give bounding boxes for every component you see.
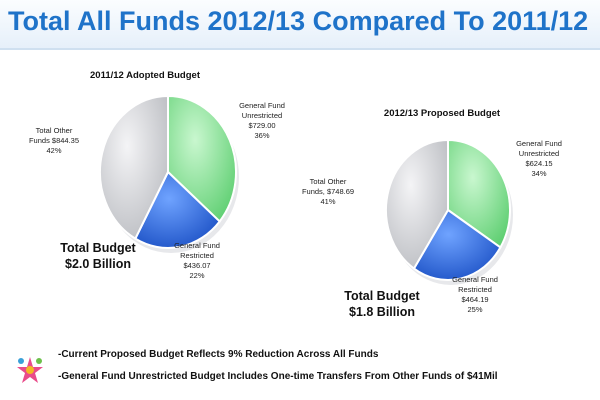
slice-label: General Fund Unrestricted $729.00 36%: [239, 101, 285, 140]
pie-slice-restricted: [412, 208, 502, 281]
total-budget-2012-13: Total Budget $1.8 Billion: [322, 288, 442, 320]
pie-title: 2012/13 Proposed Budget: [384, 108, 501, 119]
pie-slice-funds: [99, 94, 169, 241]
page-title: Total All Funds 2012/13 Compared To 2011…: [8, 6, 589, 36]
slide-content: 2011/12 Adopted Budget General Fund Unrest…: [0, 50, 600, 400]
pie-title: 2011/12 Adopted Budget: [90, 70, 201, 81]
pie-2012-13: 2012/13 Proposed Budget General Fund Unres…: [302, 108, 562, 314]
note-item: -General Fund Unrestricted Budget Includ…: [58, 371, 498, 382]
slice-label: General Fund Unrestricted $624.15 34%: [516, 139, 562, 178]
total-label: Total Budget: [60, 241, 136, 255]
total-budget-2011-12: Total Budget $2.0 Billion: [38, 240, 158, 272]
pie-2011-12: 2011/12 Adopted Budget General Fund Unrest…: [29, 70, 285, 280]
pie-slice-restricted: [134, 170, 221, 249]
notes: -Current Proposed Budget Reflects 9% Red…: [58, 344, 498, 388]
district-logo: [8, 350, 52, 394]
slice-label: Total Other Funds $844.35 42%: [29, 126, 79, 155]
title-bar: Total All Funds 2012/13 Compared To 2011…: [0, 0, 600, 50]
total-value: $1.8 Billion: [349, 305, 415, 319]
slice-label: Total Other Funds, $748.69 41%: [302, 177, 354, 206]
note-item: -Current Proposed Budget Reflects 9% Red…: [58, 349, 379, 360]
pie-slice-unrestricted: [167, 94, 237, 223]
slice-label: General Fund Restricted $464.19 25%: [452, 275, 498, 314]
pie-slice-funds: [385, 138, 449, 270]
slice-label: General Fund Restricted $436.07 22%: [174, 241, 220, 280]
pie-charts: 2011/12 Adopted Budget General Fund Unrest…: [29, 70, 562, 314]
total-label: Total Budget: [344, 289, 420, 303]
total-value: $2.0 Billion: [65, 257, 131, 271]
